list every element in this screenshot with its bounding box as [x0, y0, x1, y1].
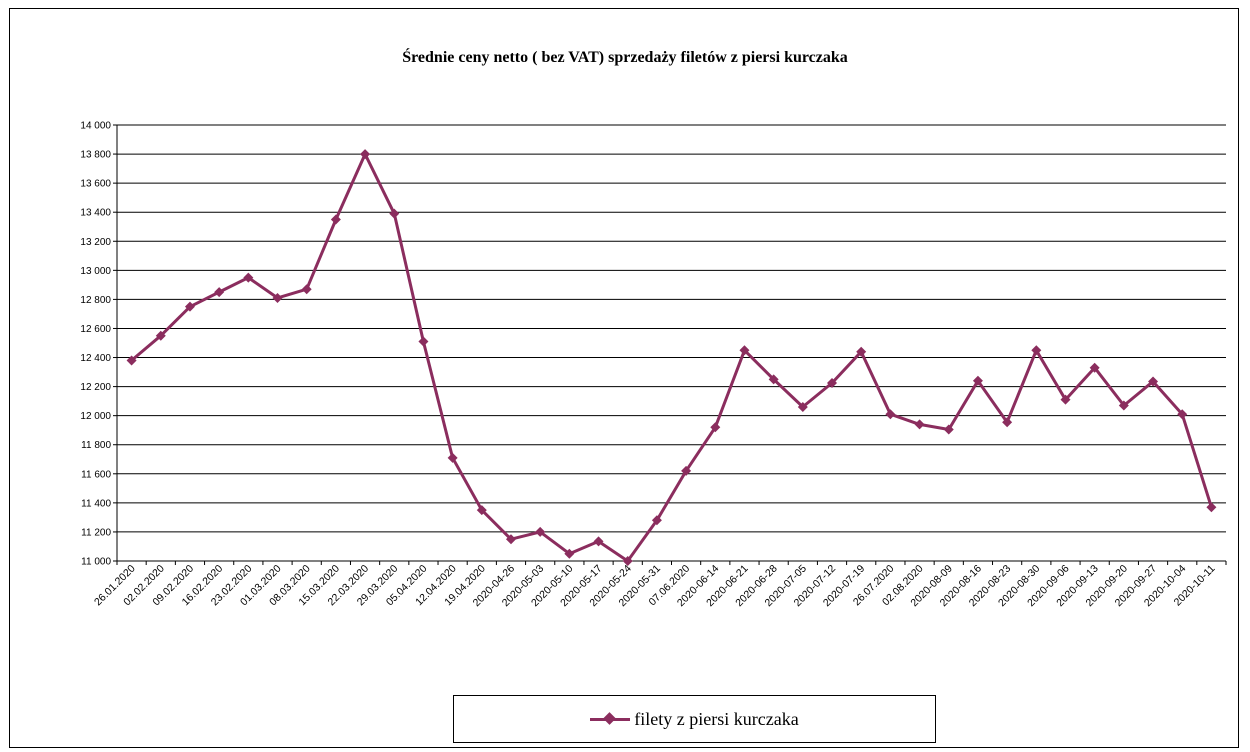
y-tick-label: 11 800 [81, 440, 111, 451]
data-point [1118, 400, 1129, 411]
data-point [505, 534, 516, 545]
y-tick-label: 13 200 [80, 237, 111, 248]
y-tick-label: 12 800 [80, 295, 111, 306]
data-point [972, 375, 983, 386]
data-point [301, 284, 312, 295]
data-point [330, 214, 341, 225]
data-point [593, 536, 604, 547]
data-point [827, 377, 838, 388]
y-tick-label: 13 000 [80, 266, 111, 277]
data-point [184, 301, 195, 312]
data-point [535, 526, 546, 537]
y-tick-label: 11 600 [81, 469, 111, 480]
chart-frame [9, 8, 1239, 748]
legend: filety z piersi kurczaka [453, 695, 936, 743]
data-point [389, 208, 400, 219]
y-tick-label: 12 200 [80, 382, 111, 393]
y-tick-label: 11 200 [81, 527, 111, 538]
data-point [651, 515, 662, 526]
legend-series-label: filety z piersi kurczaka [634, 708, 799, 729]
y-tick-label: 13 600 [80, 179, 111, 190]
data-point [243, 272, 254, 283]
data-point [739, 345, 750, 356]
data-point [1148, 376, 1159, 387]
data-point [272, 292, 283, 303]
y-tick-label: 11 000 [81, 557, 111, 568]
series-line [130, 152, 1213, 563]
y-tick-label: 13 400 [80, 208, 111, 219]
data-point [564, 548, 575, 559]
data-point [1002, 417, 1013, 428]
data-point [1206, 502, 1217, 513]
data-point [885, 409, 896, 420]
legend-key-icon [590, 712, 631, 725]
data-point [856, 346, 867, 357]
data-point [710, 422, 721, 433]
data-point [418, 336, 429, 347]
data-point [476, 505, 487, 516]
data-point [126, 355, 137, 366]
data-point [214, 287, 225, 298]
data-point [797, 401, 808, 412]
data-point [768, 374, 779, 385]
data-point [155, 330, 166, 341]
data-point [1089, 362, 1100, 373]
data-point [1031, 345, 1042, 356]
data-point [1177, 409, 1188, 420]
y-tick-label: 12 000 [80, 411, 111, 422]
data-point [1060, 394, 1071, 405]
data-point [360, 149, 371, 160]
y-tick-label: 12 600 [80, 324, 111, 335]
data-point [681, 465, 692, 476]
y-tick-label: 14 000 [80, 121, 111, 132]
data-point [914, 419, 925, 430]
chart-title: Średnie ceny netto ( bez VAT) sprzedaży … [402, 49, 848, 66]
y-tick-label: 11 400 [81, 498, 111, 509]
data-point [943, 424, 954, 435]
y-tick-label: 13 800 [80, 150, 111, 161]
y-tick-label: 12 400 [80, 353, 111, 364]
data-point [447, 452, 458, 463]
data-point [622, 556, 633, 566]
